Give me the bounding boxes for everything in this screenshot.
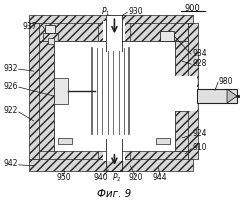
Text: 934: 934: [192, 49, 207, 58]
Text: 922: 922: [3, 106, 18, 116]
Bar: [34, 141, 98, 161]
Text: 950: 950: [56, 173, 71, 182]
Text: 932: 932: [3, 64, 18, 73]
Bar: [45, 25, 55, 33]
Bar: [54, 41, 175, 151]
Text: 937: 937: [23, 22, 37, 31]
Text: 900: 900: [184, 4, 200, 13]
Text: $P_1$: $P_1$: [101, 5, 110, 17]
Bar: [103, 21, 125, 41]
Text: 928: 928: [192, 59, 207, 68]
Bar: [29, 159, 193, 171]
Bar: [34, 21, 188, 41]
Bar: [58, 138, 72, 144]
Bar: [197, 89, 237, 103]
Bar: [160, 31, 174, 41]
Bar: [29, 23, 39, 159]
Bar: [107, 15, 122, 51]
Bar: [156, 138, 170, 144]
Bar: [48, 38, 54, 44]
Bar: [188, 23, 198, 159]
Bar: [34, 21, 98, 41]
Bar: [54, 134, 175, 141]
Text: Фиг. 9: Фиг. 9: [97, 189, 132, 199]
Bar: [29, 15, 193, 23]
Polygon shape: [227, 89, 237, 103]
Text: 940: 940: [93, 173, 108, 182]
Bar: [103, 141, 125, 161]
Bar: [34, 141, 188, 161]
Bar: [54, 78, 68, 104]
Bar: [175, 76, 197, 111]
Text: 920: 920: [128, 173, 143, 182]
Bar: [175, 41, 197, 151]
Bar: [130, 21, 188, 41]
Text: 942: 942: [3, 159, 18, 168]
Text: 980: 980: [218, 77, 233, 86]
Text: 924: 924: [192, 129, 207, 138]
Bar: [34, 41, 54, 151]
Text: 944: 944: [153, 173, 168, 182]
Text: 926: 926: [3, 82, 18, 91]
Text: 910: 910: [192, 143, 207, 152]
Bar: [130, 141, 188, 161]
Bar: [175, 111, 197, 151]
Bar: [175, 41, 197, 76]
Bar: [107, 139, 122, 161]
Bar: [54, 41, 175, 48]
Text: 930: 930: [128, 7, 143, 16]
Text: $P_2$: $P_2$: [112, 172, 121, 184]
Bar: [43, 33, 58, 41]
